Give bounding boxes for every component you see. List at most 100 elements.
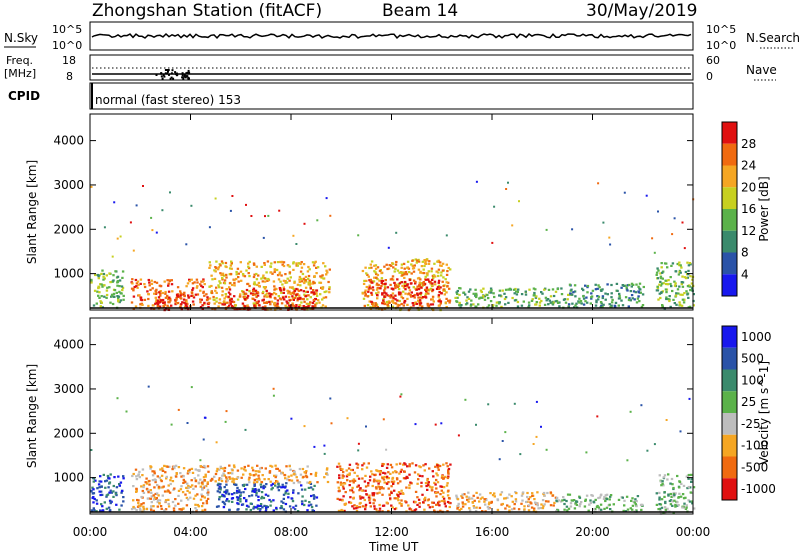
echo-cell (241, 290, 244, 293)
echo-cell (504, 431, 507, 434)
echo-cell (248, 481, 251, 484)
echo-cell (389, 296, 392, 299)
echo-cell (159, 290, 162, 293)
x-tick-label: 00:00 (676, 525, 711, 539)
echo-cell (255, 478, 258, 481)
echo-cell (118, 279, 122, 282)
echo-cell (285, 482, 288, 485)
echo-cell (162, 305, 165, 308)
echo-cell (220, 477, 223, 480)
echo-cell (422, 296, 425, 299)
echo-cell (660, 498, 664, 501)
echo-cell (579, 300, 583, 303)
echo-cell (645, 194, 648, 197)
echo-cell (267, 214, 270, 217)
echo-cell (291, 500, 295, 503)
echo-cell (336, 465, 339, 468)
y-tick-label: 3000 (53, 382, 84, 396)
echo-cell (269, 480, 272, 483)
echo-cell (675, 292, 678, 295)
echo-cell (207, 491, 210, 494)
echo-cell (526, 500, 529, 503)
echo-cell (224, 308, 228, 311)
echo-cell (92, 304, 96, 307)
time-axis: 00:00 04:00 08:00 12:00 16:00 20:00 00:00 (73, 114, 711, 539)
echo-cell (586, 301, 589, 304)
echo-cell (221, 303, 224, 306)
echo-cell (638, 282, 642, 285)
echo-cell (634, 498, 637, 501)
echo-cell (210, 291, 214, 295)
echo-cell (513, 299, 517, 302)
echo-cell (381, 283, 384, 286)
echo-cell (670, 264, 673, 267)
echo-cell (245, 500, 248, 503)
echo-cell (470, 497, 474, 500)
echo-cell (138, 294, 141, 297)
echo-cell (299, 304, 302, 307)
echo-cell (307, 504, 311, 507)
echo-cell (391, 305, 395, 308)
echo-cell (431, 501, 434, 504)
echo-cell (246, 294, 250, 298)
echo-cell (199, 478, 202, 481)
echo-cell (186, 302, 189, 305)
echo-cell (248, 476, 251, 479)
echo-cell (164, 290, 167, 294)
echo-cell (563, 498, 566, 501)
echo-cell (635, 500, 638, 503)
echo-cell (361, 505, 365, 508)
echo-cell (365, 279, 368, 282)
echo-cell (97, 287, 100, 290)
echo-cell (375, 283, 378, 287)
echo-cell (445, 273, 449, 276)
echo-cell (160, 474, 164, 477)
echo-cell (468, 497, 471, 500)
echo-cell (135, 509, 138, 512)
echo-cell (383, 475, 386, 479)
echo-cell (116, 281, 119, 284)
echo-cell (187, 296, 190, 299)
echo-cell (249, 473, 252, 476)
echo-cell (662, 270, 665, 273)
echo-cell (263, 301, 266, 304)
echo-cell (555, 299, 559, 303)
echo-cell (215, 297, 218, 300)
echo-cell (543, 288, 546, 291)
echo-cell (145, 477, 148, 480)
echo-cell (408, 507, 411, 510)
echo-cell (294, 296, 297, 300)
echo-cell (448, 505, 451, 509)
echo-cell (237, 272, 240, 275)
echo-cell (630, 294, 634, 297)
echo-cell (510, 495, 513, 498)
echo-cell (135, 282, 139, 285)
echo-cell (309, 301, 312, 304)
echo-cell (458, 304, 461, 307)
echo-cell (200, 280, 203, 283)
echo-cell (466, 302, 469, 305)
y-tick-label: 1000 (53, 471, 84, 485)
echo-cell (315, 289, 319, 292)
echo-cell (264, 506, 268, 509)
colorbar-swatch (722, 187, 737, 209)
echo-cell (531, 492, 534, 495)
echo-cell (592, 508, 596, 511)
echo-cell (487, 507, 490, 510)
echo-cell (346, 417, 349, 420)
echo-cell (677, 504, 680, 507)
echo-cell (367, 462, 370, 465)
echo-cell (252, 297, 255, 300)
echo-cell (420, 286, 423, 289)
echo-cell (214, 270, 217, 273)
echo-cell (498, 289, 502, 292)
echo-cell (307, 277, 310, 280)
y-axis-label: Slant Range [km] (25, 364, 39, 468)
echo-cell (392, 295, 395, 298)
echo-cell (302, 475, 305, 478)
echo-cell (106, 286, 109, 289)
echo-cell (631, 297, 634, 300)
echo-cell (655, 503, 659, 506)
echo-cell (299, 262, 302, 266)
echo-cell (401, 274, 404, 277)
